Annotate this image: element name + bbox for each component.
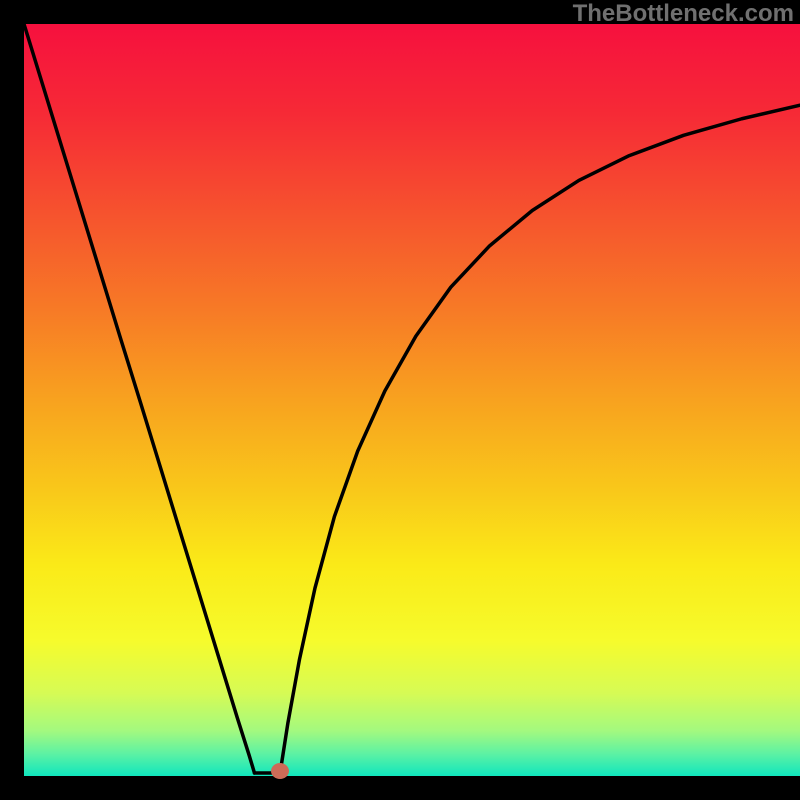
right-curve xyxy=(280,105,800,773)
left-curve xyxy=(24,24,254,773)
chart-container: TheBottleneck.com xyxy=(0,0,800,800)
curve-layer xyxy=(0,0,800,800)
minimum-marker xyxy=(271,763,289,779)
watermark-text: TheBottleneck.com xyxy=(573,0,794,28)
